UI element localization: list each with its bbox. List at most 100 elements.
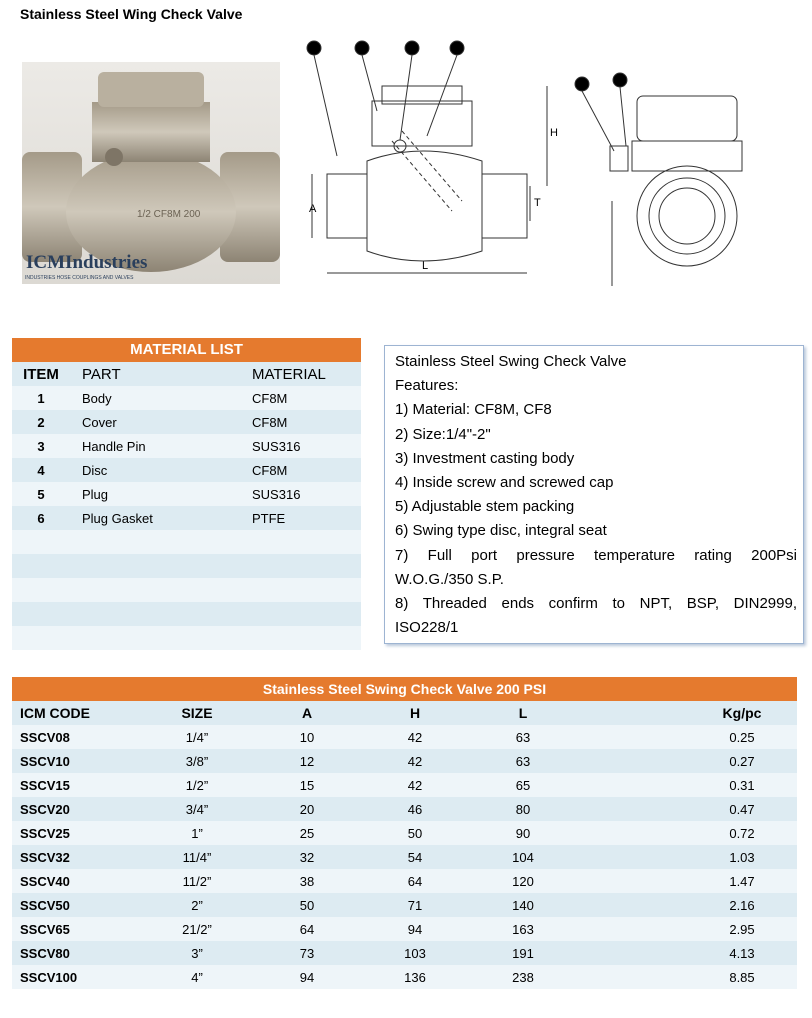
features-heading: Stainless Steel Swing Check Valve bbox=[395, 353, 627, 370]
spec-cell: 1.03 bbox=[729, 849, 755, 865]
spec-cell: SSCV08 bbox=[20, 729, 70, 745]
spec-cell: 11/2” bbox=[182, 873, 212, 889]
spec-cell: 120 bbox=[512, 873, 534, 889]
spec-cell: SSCV32 bbox=[20, 849, 70, 865]
spec-cell: 50 bbox=[299, 897, 315, 913]
spec-header-cell: SIZE bbox=[181, 705, 213, 721]
spec-cell: 2.16 bbox=[729, 897, 755, 913]
spec-row: SSCV20 3/4” 20 46 80 0.47 bbox=[12, 797, 797, 821]
spec-cell: 94 bbox=[407, 921, 423, 937]
spec-cell: 1/4” bbox=[185, 729, 209, 745]
spec-cell: 42 bbox=[407, 729, 423, 745]
spec-cell: 104 bbox=[512, 849, 534, 865]
side-view bbox=[609, 95, 743, 286]
material-row: 3 Handle Pin SUS316 bbox=[12, 434, 361, 458]
features-label: Features: bbox=[395, 377, 459, 395]
spec-cell: 3/4” bbox=[185, 801, 209, 817]
spec-cell: 11/4” bbox=[182, 849, 212, 865]
empty-row bbox=[12, 626, 361, 650]
spec-cell: 0.25 bbox=[729, 729, 755, 745]
spec-cell: 54 bbox=[407, 849, 423, 865]
material-part: Handle Pin bbox=[82, 438, 146, 454]
feature-item: 6) Swing type disc, integral seat bbox=[395, 522, 607, 540]
header-material: MATERIAL bbox=[252, 365, 326, 383]
spec-cell: 80 bbox=[515, 801, 531, 817]
material-item: 6 bbox=[37, 510, 45, 526]
spec-cell: 1.47 bbox=[729, 873, 755, 889]
valve-diagram: A H T L 1 2 3 4 5 6 bbox=[292, 36, 804, 296]
svg-text:H: H bbox=[550, 127, 558, 139]
spec-cell: 64 bbox=[407, 873, 423, 889]
spec-row: SSCV40 11/2” 38 64 120 1.47 bbox=[12, 869, 797, 893]
material-item: 3 bbox=[37, 438, 45, 454]
material-part: Cover bbox=[82, 414, 117, 430]
svg-text:3: 3 bbox=[409, 44, 415, 55]
spec-cell: 94 bbox=[299, 969, 315, 985]
page-title: Stainless Steel Wing Check Valve bbox=[20, 6, 243, 22]
svg-text:T: T bbox=[534, 197, 541, 209]
section-view bbox=[311, 85, 548, 274]
spec-header-cell: L bbox=[518, 705, 528, 721]
material-material: SUS316 bbox=[252, 486, 301, 502]
material-header-row: ITEM PART MATERIAL bbox=[12, 362, 361, 386]
product-photo: 1/2 CF8M 200 ICMIndustries INDUSTRIES HO… bbox=[22, 62, 280, 284]
svg-text:L: L bbox=[422, 260, 428, 272]
spec-cell: 2” bbox=[191, 897, 203, 913]
spec-cell: 163 bbox=[512, 921, 534, 937]
spec-cell: 140 bbox=[512, 897, 534, 913]
spec-cell: SSCV25 bbox=[20, 825, 70, 841]
material-material: CF8M bbox=[252, 462, 288, 478]
spec-header-cell: ICM CODE bbox=[20, 705, 90, 721]
spec-cell: 38 bbox=[299, 873, 315, 889]
spec-cell: 71 bbox=[407, 897, 423, 913]
material-part: Disc bbox=[82, 462, 108, 478]
spec-cell: SSCV100 bbox=[20, 969, 78, 985]
spec-cell: 3/8” bbox=[185, 753, 209, 769]
spec-row: SSCV15 1/2” 15 42 65 0.31 bbox=[12, 773, 797, 797]
empty-row bbox=[12, 602, 361, 626]
feature-item-8: 8) Threaded ends confirm to NPT, BSP, DI… bbox=[395, 595, 797, 613]
material-part: Plug Gasket bbox=[82, 510, 153, 526]
material-item: 5 bbox=[37, 486, 45, 502]
material-material: CF8M bbox=[252, 390, 288, 406]
spec-cell: 64 bbox=[299, 921, 315, 937]
spec-row: SSCV80 3” 73 103 191 4.13 bbox=[12, 941, 797, 965]
svg-text:2: 2 bbox=[359, 44, 365, 55]
spec-row: SSCV65 21/2” 64 94 163 2.95 bbox=[12, 917, 797, 941]
body-marking: 1/2 CF8M 200 bbox=[137, 209, 201, 220]
spec-cell: 12 bbox=[299, 753, 315, 769]
spec-header-cell: H bbox=[409, 705, 421, 721]
spec-cell: 42 bbox=[407, 777, 423, 793]
feature-item-8-cont: ISO228/1 bbox=[395, 619, 459, 637]
spec-cell: 1/2” bbox=[185, 777, 209, 793]
svg-text:4: 4 bbox=[454, 44, 460, 55]
spec-cell: 0.31 bbox=[729, 777, 755, 793]
material-item: 4 bbox=[37, 462, 45, 478]
spec-header-row: ICM CODE SIZE A H L Kg/pc bbox=[12, 701, 797, 725]
spec-cell: 191 bbox=[512, 945, 534, 961]
empty-row bbox=[12, 554, 361, 578]
feature-item: 3) Investment casting body bbox=[395, 449, 575, 467]
spec-cell: 8.85 bbox=[729, 969, 755, 985]
svg-text:5: 5 bbox=[579, 80, 585, 91]
material-item: 2 bbox=[37, 414, 45, 430]
svg-text:6: 6 bbox=[617, 76, 623, 87]
material-material: CF8M bbox=[252, 414, 288, 430]
spec-row: SSCV10 3/8” 12 42 63 0.27 bbox=[12, 749, 797, 773]
feature-item: 1) Material: CF8M, CF8 bbox=[395, 401, 552, 419]
material-list-title: MATERIAL LIST bbox=[12, 338, 361, 362]
spec-header-cell: Kg/pc bbox=[722, 705, 762, 721]
spec-cell: 63 bbox=[515, 729, 531, 745]
material-material: SUS316 bbox=[252, 438, 301, 454]
spec-cell: 42 bbox=[407, 753, 423, 769]
feature-item-7: 7) Full port pressure temperature rating… bbox=[395, 546, 797, 564]
spec-cell: SSCV65 bbox=[20, 921, 70, 937]
spec-cell: 21/2” bbox=[182, 921, 212, 937]
material-list: MATERIAL LIST ITEM PART MATERIAL 1 Body CF… bbox=[12, 338, 361, 650]
spec-cell: 15 bbox=[299, 777, 315, 793]
empty-row bbox=[12, 530, 361, 554]
spec-cell: 10 bbox=[299, 729, 315, 745]
header-item: ITEM bbox=[23, 365, 59, 383]
spec-cell: 3” bbox=[191, 945, 203, 961]
spec-cell: SSCV15 bbox=[20, 777, 70, 793]
